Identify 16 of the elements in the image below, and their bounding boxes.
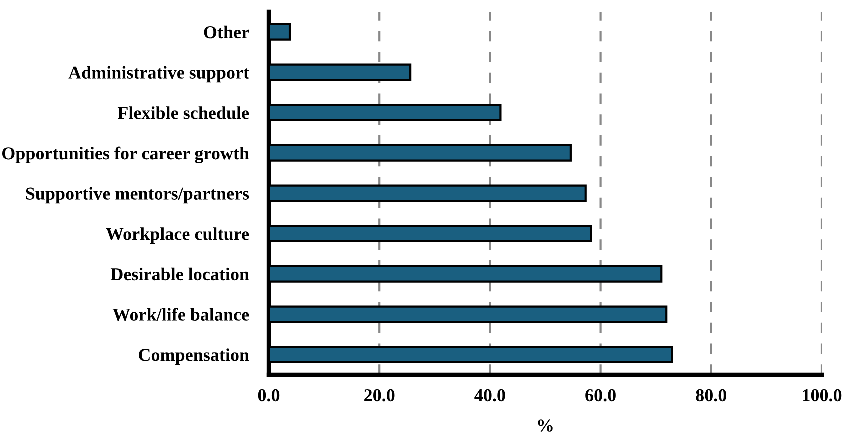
x-tick-label: 20.0 bbox=[364, 389, 395, 402]
x-tick-label: 100.0 bbox=[803, 389, 842, 402]
x-tick-label: 80.0 bbox=[696, 389, 727, 402]
y-tick-label: Flexible schedule bbox=[118, 106, 250, 120]
y-tick-label: Supportive mentors/partners bbox=[26, 187, 250, 204]
y-tick-label: Work/life balance bbox=[112, 308, 250, 322]
x-tick-label: 0.0 bbox=[258, 389, 280, 402]
x-axis-title: % bbox=[538, 420, 553, 432]
y-tick-label: Workplace culture bbox=[106, 228, 250, 244]
y-tick-label: Other bbox=[204, 26, 250, 39]
x-tick-label: 60.0 bbox=[586, 389, 616, 402]
x-tick-label: 40.0 bbox=[474, 389, 506, 402]
y-tick-label: Compensation bbox=[139, 348, 250, 365]
y-tick-label: Administrative support bbox=[68, 66, 250, 83]
y-tick-label: Opportunities for career growth bbox=[2, 146, 250, 164]
y-tick-label: Desirable location bbox=[110, 268, 250, 281]
